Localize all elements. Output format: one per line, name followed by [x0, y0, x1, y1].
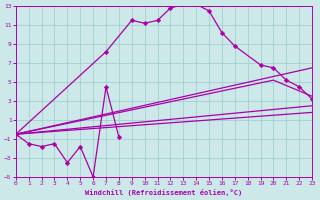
X-axis label: Windchill (Refroidissement éolien,°C): Windchill (Refroidissement éolien,°C) — [85, 189, 243, 196]
